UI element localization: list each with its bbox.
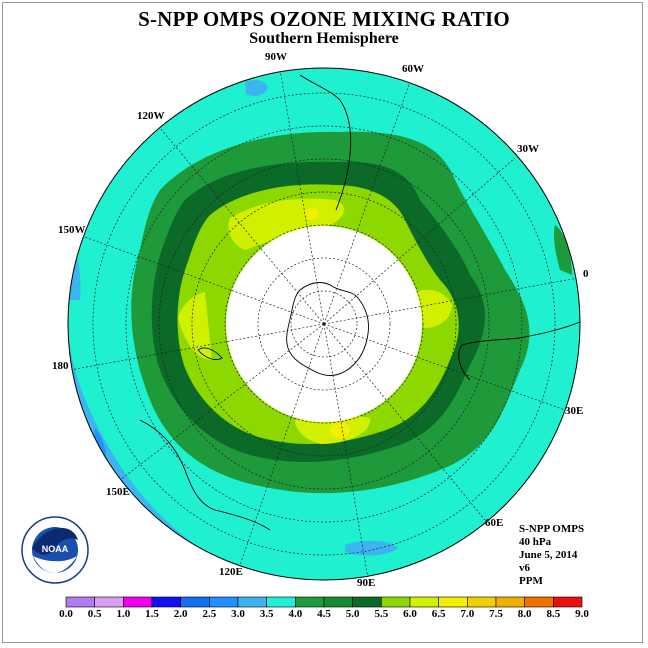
new-zealand-outline <box>197 347 223 361</box>
info-pressure: 40 hPa <box>519 536 552 548</box>
colorbar-tick-label: 5.5 <box>374 608 389 620</box>
info-date: June 5, 2014 <box>519 549 578 561</box>
colorbar-tick-label: 6.0 <box>403 608 417 620</box>
colorbar-swatch <box>266 596 296 608</box>
info-version: v6 <box>519 562 530 574</box>
field-6.0-6.5-n <box>305 208 319 220</box>
lon-label-90w: 90W <box>265 51 287 63</box>
colorbar-tick-label: 2.5 <box>202 608 217 620</box>
colorbar-tick-label: 8.0 <box>517 608 532 620</box>
map-boundary <box>67 67 581 581</box>
colorbar-swatch <box>180 596 210 608</box>
colorbar-swatch <box>553 596 583 608</box>
map-title: S-NPP OMPS OZONE MIXING RATIO <box>138 7 510 31</box>
field-4.0-4.5-east <box>553 225 572 275</box>
colorbar-swatch <box>352 596 382 608</box>
field-5.5-6.0-west <box>178 292 212 360</box>
map-subtitle: Southern Hemisphere <box>249 30 399 47</box>
lon-label-150w: 150W <box>58 224 86 236</box>
colorbar-swatch <box>381 596 411 608</box>
colorbar-tick-label: 3.0 <box>231 608 245 620</box>
colorbar-swatch <box>123 596 153 608</box>
colorbar-swatch <box>409 596 439 608</box>
lon-label-30w: 30W <box>517 143 539 155</box>
australia-outline <box>139 419 271 531</box>
colorbar-swatch <box>438 596 468 608</box>
colorbar-tick-label: 9.0 <box>575 608 589 620</box>
colorbar-tick-label: 3.5 <box>259 608 274 620</box>
colorbar-swatch <box>94 596 124 608</box>
field-3.0-3.5-s <box>345 540 398 556</box>
colorbar-swatch <box>151 596 181 608</box>
graticule <box>69 69 579 579</box>
colorbar-tick-label: 6.5 <box>431 608 446 620</box>
lon-label-180: 180 <box>52 360 69 372</box>
colorbar-swatch <box>295 596 325 608</box>
info-instrument: S-NPP OMPS <box>519 523 585 535</box>
colorbar-tick-label: 1.0 <box>116 608 131 620</box>
lon-label-0: 0 <box>583 268 589 280</box>
noaa-logo-text: NOAA <box>42 544 69 554</box>
colorbar-swatch <box>323 596 353 608</box>
figure-frame <box>2 2 643 643</box>
colorbar-tick-label: 0.5 <box>87 608 102 620</box>
lon-label-120e: 120E <box>219 566 243 578</box>
colorbar-swatch <box>495 596 525 608</box>
colorbar-tick-label: 8.5 <box>546 608 561 620</box>
colorbar-tick-label: 4.0 <box>288 608 303 620</box>
colorbar-swatch <box>524 596 554 608</box>
south-america-outline <box>299 74 352 211</box>
colorbar-tick-label: 4.5 <box>317 608 331 620</box>
lon-label-90e: 90E <box>357 577 376 589</box>
colorbar-swatch <box>209 596 239 608</box>
field-3.0-3.5-n <box>245 80 268 96</box>
colorbar-tick-label: 1.5 <box>145 608 159 620</box>
info-units: PPM <box>519 575 543 587</box>
product-info: S-NPP OMPS 40 hPa June 5, 2014 v6 PPM <box>519 523 584 588</box>
colorbar-swatch <box>65 596 95 608</box>
colorbar-tick-label: 2.0 <box>173 608 188 620</box>
colorbar <box>65 596 583 608</box>
noaa-logo: NOAA <box>21 516 89 584</box>
colorbar-swatch <box>467 596 497 608</box>
colorbar-tick-label: 7.5 <box>489 608 503 620</box>
africa-outline <box>458 321 580 381</box>
colorbar-swatch <box>237 596 267 608</box>
lon-label-30e: 30E <box>565 405 584 417</box>
colorbar-tick-label: 7.0 <box>460 608 475 620</box>
colorbar-tick-label: 0.0 <box>59 608 73 620</box>
colorbar-tick-label: 5.0 <box>345 608 360 620</box>
lon-label-60w: 60W <box>402 63 424 75</box>
antarctica-outline <box>286 282 369 376</box>
lon-label-120w: 120W <box>137 110 165 122</box>
field-6.0-6.5-s <box>330 422 350 438</box>
lon-label-150e: 150E <box>106 486 130 498</box>
lon-label-60e: 60E <box>485 517 504 529</box>
